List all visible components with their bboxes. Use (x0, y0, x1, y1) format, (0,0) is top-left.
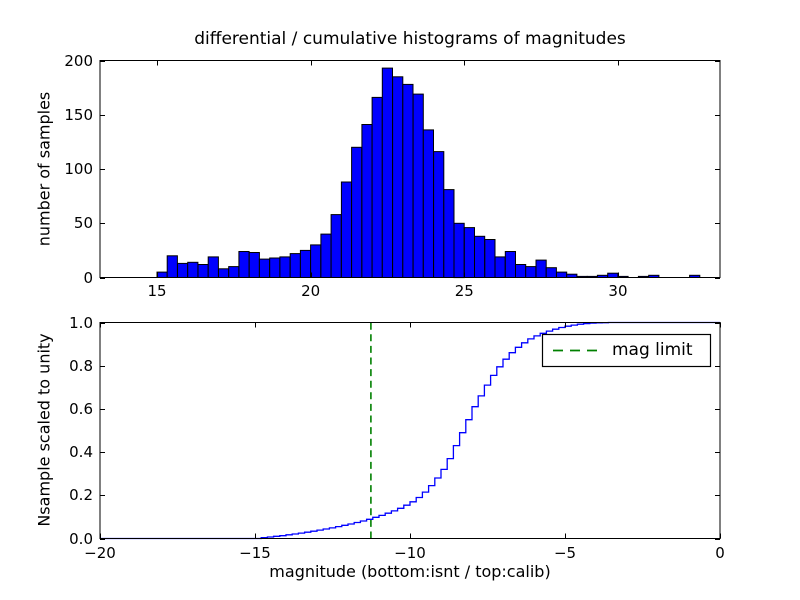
top-x-tick-label: 20 (301, 281, 321, 300)
top-x-tick-label: 15 (147, 281, 167, 300)
x-axis-label: magnitude (bottom:isnt / top:calib) (269, 562, 551, 581)
histogram-bar (156, 271, 168, 279)
bottom-axes-ticks (100, 322, 721, 540)
top-y-tick-label: 100 (64, 160, 93, 178)
histogram-bar (310, 244, 322, 278)
histogram-bar (504, 251, 516, 278)
top-y-tick-label: 50 (73, 214, 93, 233)
histogram-bar (515, 264, 527, 278)
histogram-bar (207, 256, 219, 278)
histogram-bar (422, 129, 434, 278)
bottom-y-tick-label: 0.6 (69, 399, 93, 418)
top-x-tick-label: 25 (454, 281, 474, 300)
top-axes-ticks (100, 60, 720, 279)
bottom-y-tick-label: 1.0 (69, 313, 93, 332)
top-y-tick-label: 200 (64, 51, 93, 70)
histogram-bar (269, 257, 281, 278)
bottom-y-tick-label: 0.4 (69, 443, 93, 462)
histogram-bar (340, 181, 353, 278)
histogram-bar (289, 253, 301, 279)
histogram-bar (248, 252, 260, 278)
histogram-bar (371, 96, 383, 279)
histogram-bar (607, 272, 619, 279)
histogram-bar (453, 222, 465, 279)
histogram-bar (330, 214, 342, 279)
histogram-bar (166, 255, 178, 279)
histogram-bar (412, 93, 424, 278)
histogram-bar (177, 262, 189, 278)
bottom-x-tick-label: 0 (715, 543, 725, 562)
histogram-bar (402, 83, 414, 279)
histogram-bar (484, 239, 496, 278)
histogram-bar (545, 267, 557, 279)
histogram-bar (279, 256, 291, 278)
top-x-tick-label: 30 (608, 281, 628, 300)
top-y-tick-label: 150 (64, 105, 93, 124)
histogram-bars (156, 67, 701, 279)
top-y-axis-label: number of samples (34, 91, 54, 247)
histogram-bar (556, 271, 568, 279)
bottom-y-tick-label: 0.8 (69, 356, 93, 375)
histogram-bar (392, 76, 404, 278)
bottom-x-tick-label: −5 (553, 543, 577, 562)
histogram-bar (299, 249, 312, 278)
bottom-x-tick-label: −20 (84, 543, 116, 562)
histogram-bar (443, 189, 455, 279)
histogram-bar (474, 235, 486, 279)
bottom-y-tick-label: 0.2 (69, 486, 93, 505)
legend-label: mag limit (612, 340, 693, 360)
histogram-bar (463, 227, 475, 279)
histogram-bar (320, 233, 332, 279)
top-y-tick-label: 0 (83, 268, 93, 287)
bottom-x-tick-label: −15 (239, 543, 271, 562)
histogram-bar (525, 266, 537, 279)
histogram-bar (228, 266, 240, 279)
bottom-y-axis-label: Nsample scaled to unity (34, 333, 54, 527)
histogram-bar (535, 259, 547, 279)
cumulative-curve (100, 321, 720, 540)
histogram-bar (351, 146, 363, 278)
chart-title: differential / cumulative histograms of … (194, 29, 626, 49)
bottom-x-tick-label: −10 (394, 543, 426, 562)
histogram-bar (361, 124, 373, 278)
histogram-bar (238, 251, 250, 278)
histogram-bar (433, 151, 445, 279)
histogram-bar (381, 67, 393, 278)
histogram-bar (218, 268, 230, 278)
histogram-bar (187, 261, 199, 278)
histogram-bar (197, 264, 209, 278)
bottom-y-tick-label: 0.0 (69, 529, 93, 548)
histogram-bar (258, 258, 271, 279)
histogram-bar (494, 256, 506, 278)
